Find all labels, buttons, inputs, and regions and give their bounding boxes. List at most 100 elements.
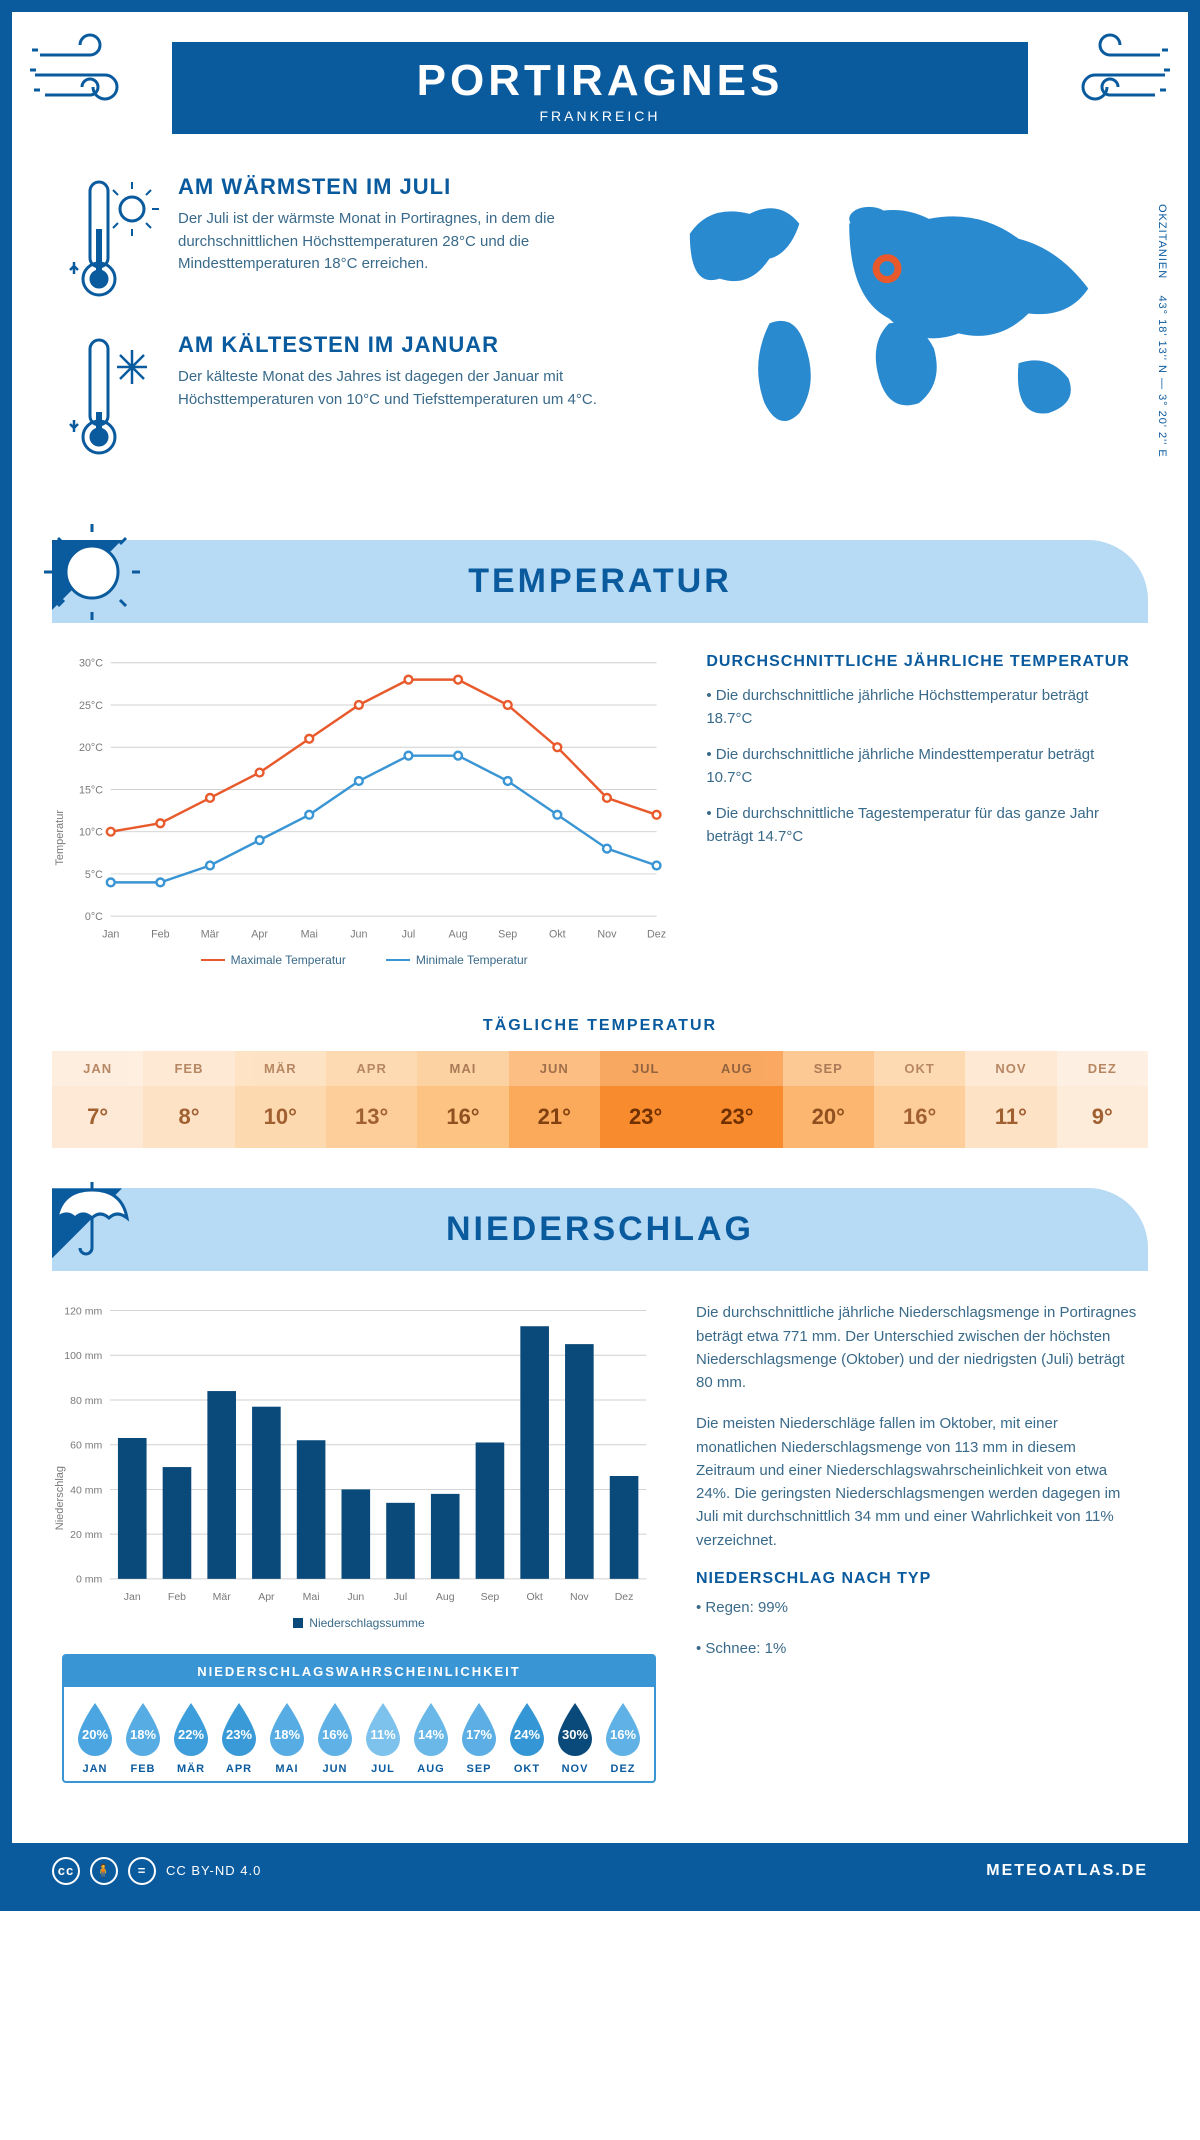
- svg-text:Mär: Mär: [213, 1591, 232, 1603]
- svg-text:Jan: Jan: [124, 1591, 141, 1603]
- coordinates-label: OKZITANIEN 43° 18' 13'' N — 3° 20' 2'' E: [1156, 204, 1168, 458]
- temp-bullet: • Die durchschnittliche jährliche Mindes…: [706, 744, 1138, 789]
- svg-text:Mai: Mai: [301, 929, 318, 941]
- prob-drop-item: 22% MÄR: [168, 1701, 214, 1775]
- temp-info-title: DURCHSCHNITTLICHE JÄHRLICHE TEMPERATUR: [706, 653, 1138, 671]
- prob-drop-item: 30% NOV: [552, 1701, 598, 1775]
- svg-text:Aug: Aug: [436, 1591, 455, 1603]
- temp-table-cell: DEZ 9°: [1057, 1051, 1148, 1148]
- temp-table-cell: OKT 16°: [874, 1051, 965, 1148]
- svg-text:Jun: Jun: [350, 929, 367, 941]
- license-label: CC BY-ND 4.0: [166, 1863, 261, 1878]
- temp-table-cell: JUL 23°: [600, 1051, 691, 1148]
- svg-text:Apr: Apr: [258, 1591, 275, 1603]
- temperature-line-chart: Temperatur 0°C5°C10°C15°C20°C25°C30°CJan…: [62, 653, 666, 967]
- temp-table-cell: FEB 8°: [143, 1051, 234, 1148]
- svg-text:0°C: 0°C: [85, 911, 103, 923]
- svg-text:10°C: 10°C: [79, 827, 103, 839]
- svg-text:Dez: Dez: [615, 1591, 634, 1603]
- precip-bar-chart: Niederschlag 0 mm20 mm40 mm60 mm80 mm100…: [62, 1301, 656, 1630]
- prob-drop-item: 20% JAN: [72, 1701, 118, 1775]
- temperature-title: TEMPERATUR: [52, 562, 1148, 601]
- precip-para: Die meisten Niederschläge fallen im Okto…: [696, 1412, 1138, 1552]
- svg-text:20 mm: 20 mm: [70, 1529, 102, 1541]
- svg-text:Okt: Okt: [526, 1591, 542, 1603]
- svg-text:Mai: Mai: [303, 1591, 320, 1603]
- svg-text:Feb: Feb: [168, 1591, 186, 1603]
- coldest-block: AM KÄLTESTEN IM JANUAR Der kälteste Mona…: [62, 332, 610, 462]
- umbrella-icon: [42, 1170, 142, 1270]
- svg-text:Feb: Feb: [151, 929, 170, 941]
- svg-text:30°C: 30°C: [79, 658, 103, 670]
- temp-table-cell: NOV 11°: [965, 1051, 1056, 1148]
- coldest-title: AM KÄLTESTEN IM JANUAR: [178, 332, 610, 358]
- precip-probability-box: NIEDERSCHLAGSWAHRSCHEINLICHKEIT 20% JAN …: [62, 1654, 656, 1783]
- svg-text:Nov: Nov: [570, 1591, 589, 1603]
- svg-text:Okt: Okt: [549, 929, 566, 941]
- thermometer-hot-icon: [62, 174, 162, 304]
- temp-table-cell: MÄR 10°: [235, 1051, 326, 1148]
- precip-type-title: NIEDERSCHLAG NACH TYP: [696, 1570, 1138, 1588]
- warmest-block: AM WÄRMSTEN IM JULI Der Juli ist der wär…: [62, 174, 610, 304]
- world-map-icon: [640, 174, 1138, 453]
- svg-text:20°C: 20°C: [79, 742, 103, 754]
- temp-table-cell: SEP 20°: [783, 1051, 874, 1148]
- temp-bullet: • Die durchschnittliche jährliche Höchst…: [706, 685, 1138, 730]
- daily-temp-title: TÄGLICHE TEMPERATUR: [12, 1017, 1188, 1035]
- svg-text:60 mm: 60 mm: [70, 1440, 102, 1452]
- by-icon: 🧍: [90, 1857, 118, 1885]
- svg-text:25°C: 25°C: [79, 700, 103, 712]
- nd-icon: =: [128, 1857, 156, 1885]
- svg-text:Sep: Sep: [498, 929, 517, 941]
- svg-text:100 mm: 100 mm: [64, 1351, 102, 1363]
- temp-table-cell: MAI 16°: [417, 1051, 508, 1148]
- prob-drop-item: 16% JUN: [312, 1701, 358, 1775]
- svg-text:120 mm: 120 mm: [64, 1306, 102, 1318]
- prob-drop-item: 18% FEB: [120, 1701, 166, 1775]
- svg-text:15°C: 15°C: [79, 784, 103, 796]
- warmest-title: AM WÄRMSTEN IM JULI: [178, 174, 610, 200]
- footer: cc 🧍 = CC BY-ND 4.0 METEOATLAS.DE: [12, 1843, 1188, 1899]
- svg-text:Sep: Sep: [481, 1591, 500, 1603]
- prob-title: NIEDERSCHLAGSWAHRSCHEINLICHKEIT: [64, 1656, 654, 1687]
- precip-section-header: NIEDERSCHLAG: [52, 1188, 1148, 1271]
- temp-table-cell: JUN 21°: [509, 1051, 600, 1148]
- prob-drop-item: 18% MAI: [264, 1701, 310, 1775]
- precip-para: Die durchschnittliche jährliche Niedersc…: [696, 1301, 1138, 1394]
- wind-icon: [30, 30, 150, 120]
- prob-drop-item: 17% SEP: [456, 1701, 502, 1775]
- temp-table-cell: JAN 7°: [52, 1051, 143, 1148]
- precip-title: NIEDERSCHLAG: [52, 1210, 1148, 1249]
- page-title: PORTIRAGNES: [172, 56, 1028, 106]
- prob-drop-item: 24% OKT: [504, 1701, 550, 1775]
- temperature-section-header: TEMPERATUR: [52, 540, 1148, 623]
- prob-drop-item: 16% DEZ: [600, 1701, 646, 1775]
- svg-text:Aug: Aug: [449, 929, 468, 941]
- precip-type-item: • Schnee: 1%: [696, 1637, 1138, 1660]
- wind-icon: [1050, 30, 1170, 120]
- precip-type-item: • Regen: 99%: [696, 1596, 1138, 1619]
- coldest-text: Der kälteste Monat des Jahres ist dagege…: [178, 366, 610, 411]
- prob-drop-item: 11% JUL: [360, 1701, 406, 1775]
- svg-text:Jan: Jan: [102, 929, 119, 941]
- temp-bullet: • Die durchschnittliche Tagestemperatur …: [706, 803, 1138, 848]
- temp-table-cell: AUG 23°: [691, 1051, 782, 1148]
- svg-text:Nov: Nov: [597, 929, 617, 941]
- cc-icon: cc: [52, 1857, 80, 1885]
- temp-table-cell: APR 13°: [326, 1051, 417, 1148]
- svg-text:Mär: Mär: [201, 929, 220, 941]
- svg-text:0 mm: 0 mm: [76, 1574, 103, 1586]
- thermometer-cold-icon: [62, 332, 162, 462]
- sun-icon: [42, 522, 142, 622]
- svg-text:80 mm: 80 mm: [70, 1395, 102, 1407]
- daily-temp-table: JAN 7°FEB 8°MÄR 10°APR 13°MAI 16°JUN 21°…: [52, 1051, 1148, 1148]
- prob-drop-item: 14% AUG: [408, 1701, 454, 1775]
- site-label: METEOATLAS.DE: [986, 1862, 1148, 1880]
- svg-text:Jun: Jun: [347, 1591, 364, 1603]
- svg-text:40 mm: 40 mm: [70, 1485, 102, 1497]
- header-banner: PORTIRAGNES FRANKREICH: [172, 42, 1028, 134]
- prob-drop-item: 23% APR: [216, 1701, 262, 1775]
- page-subtitle: FRANKREICH: [172, 108, 1028, 124]
- svg-text:5°C: 5°C: [85, 869, 103, 881]
- svg-text:Apr: Apr: [251, 929, 268, 941]
